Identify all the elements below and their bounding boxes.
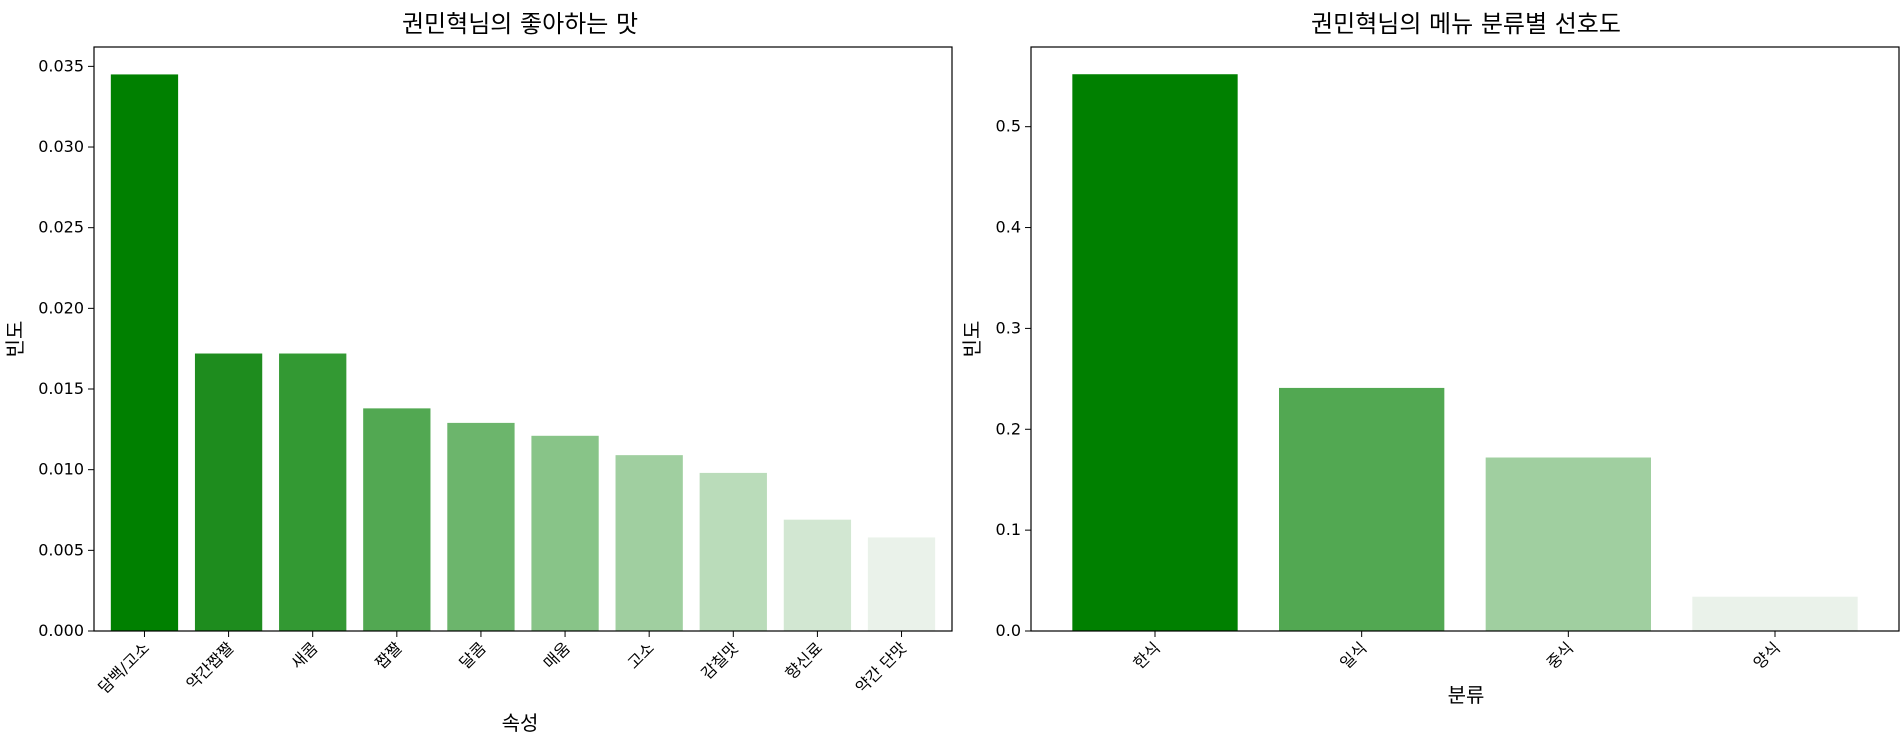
bar-2 — [279, 353, 347, 631]
bar-3 — [1692, 596, 1858, 631]
plot-frame — [1030, 46, 1900, 632]
taste-chart: 권민혁님의 좋아하는 맛 0.0000.0050.0100.0150.0200.… — [3, 10, 953, 735]
y-tick-label: 0.015 — [38, 379, 84, 398]
menu-category-chart: 권민혁님의 메뉴 분류별 선호도 0.0 0.1 0.2 0.3 0.4 0.5 한식 일식… — [960, 10, 1900, 707]
y-axis-label: 빈도 — [960, 321, 984, 358]
bar-0 — [110, 74, 179, 631]
y-tick-label: 0.035 — [38, 56, 84, 75]
y-tick-label: 0.020 — [38, 298, 84, 317]
y-axis-label: 빈도 — [3, 321, 27, 358]
y-tick-label: 0.000 — [38, 621, 84, 640]
plot-frame — [93, 46, 953, 632]
x-axis-label: 속성 — [502, 711, 539, 735]
y-tick-label: 0.4 — [996, 218, 1021, 237]
y-tick-label: 0.1 — [996, 520, 1021, 539]
chart-title: 권민혁님의 좋아하는 맛 — [402, 10, 638, 38]
y-tick-label: 0.030 — [38, 137, 84, 156]
x-axis: 한식 일식 중식 양식 — [1130, 631, 1784, 673]
x-tick-label: 달콤 — [456, 638, 490, 672]
chart-title: 권민혁님의 메뉴 분류별 선호도 — [1311, 10, 1621, 38]
x-tick-label: 약간짭짤 — [182, 638, 237, 693]
y-tick-label: 0.5 — [996, 117, 1021, 136]
x-axis-label: 분류 — [1448, 683, 1485, 707]
x-tick-label: 담백/고소 — [94, 638, 153, 697]
bar-1 — [194, 353, 263, 631]
y-axis: 0.000 0.005 0.010 0.015 0.020 0.025 0.030 0.035 — [38, 56, 94, 640]
bar-4 — [447, 422, 515, 631]
x-axis: 담백/고소 약간짭짤 새콤 짭짤 달콤 매움 고소 감칠맛 향신료 약간 단맛 — [94, 631, 911, 697]
bar-9 — [867, 537, 936, 631]
x-tick-label: 한식 — [1130, 638, 1164, 672]
x-tick-label: 짭짤 — [371, 638, 405, 672]
y-tick-label: 0.3 — [996, 318, 1021, 337]
x-tick-label: 일식 — [1336, 638, 1370, 672]
bar-3 — [363, 408, 431, 631]
x-tick-label: 고소 — [624, 638, 658, 672]
y-tick-label: 0.005 — [38, 540, 84, 559]
y-tick-label: 0.0 — [996, 621, 1021, 640]
x-tick-label: 감칠맛 — [697, 638, 742, 683]
bars-group — [110, 74, 936, 631]
bars-group — [1072, 74, 1858, 632]
y-tick-label: 0.2 — [996, 419, 1021, 438]
y-tick-label: 0.025 — [38, 218, 84, 237]
x-tick-label: 양식 — [1750, 638, 1784, 672]
x-tick-label: 매움 — [540, 638, 574, 672]
x-tick-label: 중식 — [1543, 638, 1577, 672]
bar-6 — [615, 455, 683, 631]
y-tick-label: 0.010 — [38, 460, 84, 479]
bar-8 — [783, 519, 852, 631]
y-axis: 0.0 0.1 0.2 0.3 0.4 0.5 — [996, 117, 1031, 640]
bar-5 — [531, 435, 599, 631]
bar-2 — [1485, 457, 1651, 631]
x-tick-label: 향신료 — [782, 638, 827, 683]
x-tick-label: 새콤 — [287, 638, 321, 672]
x-tick-label: 약간 단맛 — [852, 638, 911, 697]
bar-0 — [1072, 74, 1238, 632]
bar-7 — [699, 472, 767, 631]
bar-1 — [1279, 387, 1445, 631]
